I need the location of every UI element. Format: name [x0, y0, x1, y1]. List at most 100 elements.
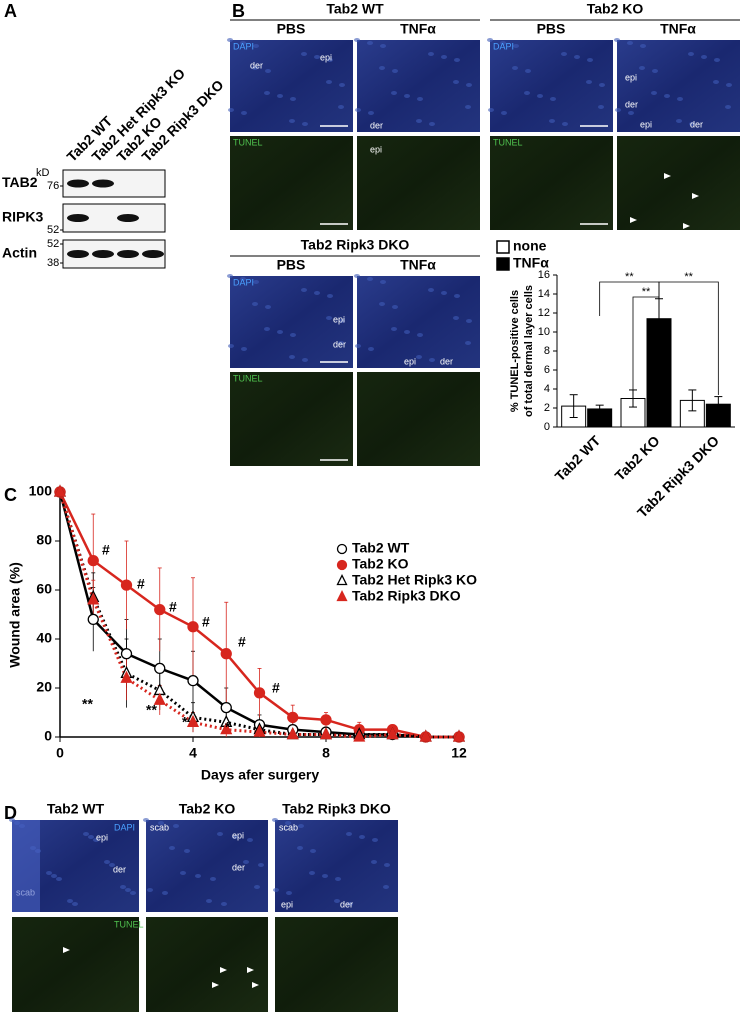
- nucleus: [441, 291, 447, 295]
- nucleus: [466, 319, 472, 323]
- nucleus: [290, 97, 296, 101]
- nucleus: [338, 105, 344, 109]
- nucleus: [277, 94, 283, 98]
- nucleus: [354, 274, 360, 278]
- nucleus: [252, 302, 258, 306]
- nucleus: [210, 877, 216, 881]
- label: epi: [96, 832, 108, 842]
- nucleus: [285, 821, 291, 825]
- marker: [287, 711, 299, 724]
- nucleus: [454, 294, 460, 298]
- nucleus: [501, 111, 507, 115]
- nucleus: [664, 94, 670, 98]
- nucleus: [301, 52, 307, 56]
- label: 80: [36, 532, 52, 548]
- nucleus: [677, 97, 683, 101]
- micrograph: [490, 40, 613, 132]
- label: PBS: [277, 257, 306, 273]
- micrograph: [617, 40, 740, 132]
- nucleus: [339, 83, 345, 87]
- marker: [154, 662, 166, 675]
- label: epi: [370, 144, 382, 154]
- nucleus: [252, 66, 258, 70]
- label: DAPI: [233, 41, 254, 51]
- nucleus: [380, 280, 386, 284]
- label: of total dermal layer cells: [523, 285, 535, 417]
- label: #: [137, 576, 145, 592]
- nucleus: [326, 316, 332, 320]
- nucleus: [221, 902, 227, 906]
- label: epi: [320, 52, 332, 62]
- nucleus: [93, 838, 99, 842]
- nucleus: [335, 877, 341, 881]
- band: [67, 179, 89, 188]
- nucleus: [383, 885, 389, 889]
- arrow: [683, 223, 690, 229]
- marker: [452, 729, 466, 742]
- label: 0: [44, 728, 52, 744]
- label: 0: [56, 745, 64, 761]
- label: Tab2 KO: [179, 801, 236, 817]
- label: Days afer surgery: [201, 767, 320, 783]
- label: der: [232, 862, 245, 872]
- nucleus: [104, 860, 110, 864]
- nucleus: [243, 860, 249, 864]
- label: #: [102, 542, 110, 558]
- label: Tab2 WT: [352, 540, 410, 556]
- label: TUNEL: [114, 919, 144, 929]
- nucleus: [173, 824, 179, 828]
- nucleus: [180, 871, 186, 875]
- nucleus: [416, 119, 422, 123]
- nucleus: [56, 877, 62, 881]
- nucleus: [314, 55, 320, 59]
- nucleus: [453, 80, 459, 84]
- micrograph: [146, 917, 268, 1012]
- nucleus: [367, 41, 373, 45]
- nucleus: [264, 327, 270, 331]
- nucleus: [372, 838, 378, 842]
- label: 0: [544, 421, 550, 433]
- nucleus: [454, 58, 460, 62]
- micrograph: [275, 917, 398, 1012]
- label: 76: [47, 180, 59, 192]
- nucleus: [701, 55, 707, 59]
- nucleus: [217, 832, 223, 836]
- marker: [220, 722, 233, 735]
- sig-bracket: [658, 281, 719, 395]
- label: none: [513, 238, 547, 254]
- nucleus: [241, 111, 247, 115]
- nucleus: [574, 55, 580, 59]
- label: epi: [625, 72, 637, 82]
- label: % TUNEL-positive cells: [509, 290, 521, 412]
- label: epi: [281, 899, 293, 909]
- label: scab: [279, 822, 298, 832]
- marker: [386, 727, 399, 740]
- band: [117, 250, 139, 258]
- nucleus: [83, 832, 89, 836]
- nucleus: [143, 818, 149, 822]
- label: *: [225, 719, 231, 735]
- nucleus: [228, 344, 234, 348]
- nucleus: [391, 91, 397, 95]
- nucleus: [368, 347, 374, 351]
- nucleus: [272, 818, 278, 822]
- nucleus: [310, 849, 316, 853]
- nucleus: [46, 871, 52, 875]
- nucleus: [380, 44, 386, 48]
- label: TNFα: [400, 21, 436, 37]
- nucleus: [391, 327, 397, 331]
- label: RIPK3: [2, 209, 43, 225]
- nucleus: [286, 891, 292, 895]
- marker: [220, 648, 232, 660]
- nucleus: [232, 835, 238, 839]
- nucleus: [688, 52, 694, 56]
- label: Tab2 Ripk3 DKO: [352, 588, 461, 604]
- label: TNFα: [513, 255, 549, 271]
- label: Tab2 WT: [326, 1, 384, 17]
- nucleus: [488, 108, 494, 112]
- label: *: [182, 714, 188, 730]
- nucleus: [614, 38, 620, 42]
- marker: [186, 714, 200, 727]
- label: Actin: [2, 245, 37, 261]
- arrow: [247, 967, 254, 973]
